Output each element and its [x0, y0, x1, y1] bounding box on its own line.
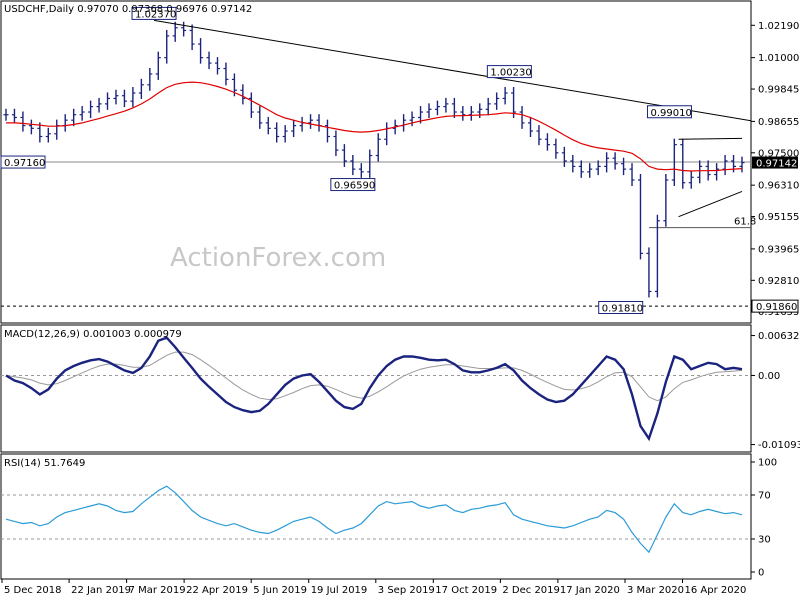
price-title: USDCHF,Daily 0.97070 0.97368 0.96976 0.9… [4, 4, 252, 15]
price-annotation-box [131, 6, 177, 20]
price-annotation-label: 1.00230 [490, 68, 531, 79]
x-tick-label: 16 Apr 2020 [684, 585, 746, 596]
price-grid [1, 161, 751, 307]
macd-panel: 0.006321 0.00 -0.010939 [1, 331, 800, 451]
level-price-label: 0.91860 [756, 302, 797, 313]
rsi-panel-frame [0, 453, 752, 580]
price-tick-label: 0.96310 [758, 181, 799, 192]
rsi-line [5, 485, 743, 554]
x-tick-label: 7 Mar 2019 [129, 585, 186, 596]
price-annotation-label: 0.96590 [334, 181, 375, 192]
price-annotation-box [0, 155, 46, 169]
price-tick-label: 1.01000 [758, 53, 799, 64]
fib-label: 61.8 [734, 217, 756, 228]
price-annotations: 1.02370 1.00230 0.99010 0.97160 0.96590 0.918… [0, 6, 756, 314]
current-price-label: 0.97142 [756, 159, 797, 170]
x-tick-label: 19 Jul 2019 [311, 585, 368, 596]
x-tick-label: 17 Jan 2020 [560, 585, 620, 596]
price-tick-label: 0.97500 [758, 148, 799, 159]
rsi-tick-label: 70 [758, 491, 771, 502]
moving-average [6, 81, 743, 172]
price-axis: 1.02190 1.01000 0.99845 0.98655 0.97500 0.963… [751, 21, 799, 318]
triangle-upper-line [678, 137, 743, 140]
x-tick-label: 22 Jan 2019 [71, 585, 131, 596]
macd-title: MACD(12,26,9) 0.001003 0.000979 [4, 329, 182, 340]
rsi-tick-label: 0 [758, 568, 764, 579]
x-tick-label: 3 Mar 2020 [627, 585, 684, 596]
price-tick-label: 1.02190 [758, 21, 799, 32]
macd-tick-label: -0.010939 [758, 440, 800, 451]
x-tick-label: 5 Jun 2019 [253, 585, 307, 596]
price-annotation-box [598, 300, 644, 314]
price-tick-label: 0.99845 [758, 85, 799, 96]
price-annotation-label: 0.97160 [4, 158, 45, 169]
price-annotation-box [330, 178, 376, 192]
macd-signal-line [5, 351, 743, 402]
price-annotation-box [486, 65, 532, 79]
price-tick-label: 0.98655 [758, 117, 799, 128]
price-annotation-box [646, 105, 692, 119]
macd-tick-label: 0.006321 [758, 331, 800, 342]
price-bars [3, 21, 745, 298]
price-tick-label: 0.95155 [758, 212, 799, 223]
price-tick-label: 0.91655 [758, 307, 799, 318]
x-tick-label: 17 Oct 2019 [435, 585, 497, 596]
rsi-tick-label: 30 [758, 535, 771, 546]
price-annotation-label: 0.91810 [602, 303, 643, 314]
price-annotation-label: 1.02370 [135, 9, 176, 20]
current-price-box [752, 156, 798, 169]
moving-average-line [6, 81, 743, 172]
price-tick-label: 0.93965 [758, 244, 799, 255]
watermark: ActionForex.com [170, 243, 386, 273]
macd-panel-frame [0, 324, 752, 453]
x-tick-label: 22 Apr 2019 [186, 585, 248, 596]
rsi-title: RSI(14) 51.7649 [4, 458, 85, 469]
trend-lines [153, 19, 752, 218]
x-tick-label: 2 Dec 2019 [502, 585, 560, 596]
triangle-lower-line [678, 190, 743, 218]
price-annotation-label: 0.99010 [650, 108, 691, 119]
rsi-tick-label: 100 [758, 458, 777, 469]
price-tick-label: 0.92810 [758, 276, 799, 287]
x-tick-label: 3 Sep 2019 [378, 585, 435, 596]
x-tick-label: 5 Dec 2018 [4, 585, 62, 596]
macd-line [5, 336, 743, 442]
macd-tick-label: 0.00 [758, 371, 780, 382]
descending-trendline [153, 19, 752, 122]
level-price-box [751, 299, 799, 313]
rsi-panel: 100 70 30 0 [1, 458, 777, 579]
